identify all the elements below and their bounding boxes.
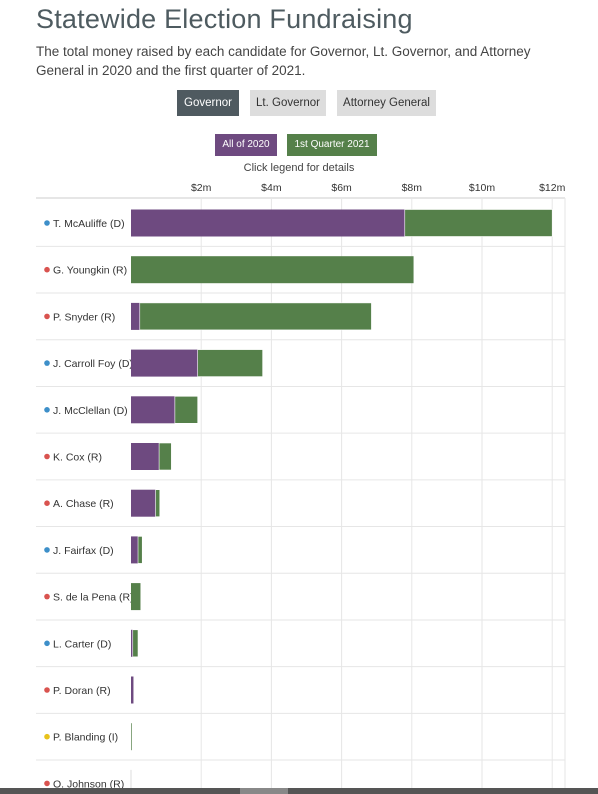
bar-2020 bbox=[131, 209, 405, 237]
party-dot bbox=[44, 733, 50, 740]
candidate-label: S. de la Pena (R) bbox=[53, 592, 134, 604]
legend-hint: Click legend for details bbox=[243, 162, 355, 174]
bar-2020 bbox=[131, 629, 133, 657]
party-dot bbox=[44, 780, 50, 787]
party-dot bbox=[44, 453, 50, 460]
bar-2020 bbox=[131, 443, 160, 470]
x-tick-label: $2m bbox=[191, 182, 212, 194]
legend-q1-2021[interactable]: 1st Quarter 2021 bbox=[287, 134, 377, 156]
party-dot bbox=[44, 220, 50, 226]
party-dot bbox=[44, 687, 50, 693]
candidate-label: T. McAuliffe (D) bbox=[53, 218, 125, 230]
candidate-label: K. Cox (R) bbox=[53, 452, 102, 464]
bar-q1-2021 bbox=[131, 723, 132, 751]
scrollbar-thumb[interactable] bbox=[240, 788, 288, 794]
bar-q1-2021 bbox=[155, 489, 161, 518]
party-dot bbox=[44, 593, 50, 600]
bar-2020 bbox=[131, 676, 134, 704]
horizontal-scrollbar[interactable] bbox=[0, 788, 598, 794]
x-tick-label: $8m bbox=[402, 182, 423, 194]
candidate-label: P. Doran (R) bbox=[53, 685, 111, 697]
tab-lt-governor[interactable]: Lt. Governor bbox=[250, 90, 326, 116]
candidate-label: G. Youngkin (R) bbox=[53, 265, 127, 277]
bar-q1-2021 bbox=[131, 583, 141, 611]
party-dot bbox=[44, 360, 50, 366]
party-dot bbox=[44, 266, 50, 273]
candidate-label: A. Chase (R) bbox=[53, 498, 114, 510]
party-dot bbox=[44, 500, 50, 507]
bar-2020 bbox=[131, 536, 139, 564]
bar-q1-2021 bbox=[404, 209, 553, 237]
race-tabs: Governor Lt. Governor Attorney General bbox=[0, 90, 598, 116]
candidate-label: J. Fairfax (D) bbox=[53, 545, 114, 557]
party-dot bbox=[44, 547, 50, 553]
x-tick-label: $4m bbox=[261, 182, 282, 194]
candidate-label: P. Snyder (R) bbox=[53, 311, 115, 323]
x-tick-label: $12m bbox=[539, 182, 566, 194]
x-tick-label: $6m bbox=[331, 182, 352, 194]
candidate-label: J. Carroll Foy (D) bbox=[53, 358, 133, 370]
candidate-label: P. Blanding (I) bbox=[53, 732, 118, 744]
bar-q1-2021 bbox=[137, 536, 143, 564]
party-dot bbox=[44, 640, 50, 647]
bar-q1-2021 bbox=[197, 349, 263, 377]
bar-2020 bbox=[131, 489, 156, 517]
bar-q1-2021 bbox=[139, 302, 372, 331]
candidate-label: O. Johnson (R) bbox=[53, 778, 124, 788]
candidate-label: L. Carter (D) bbox=[53, 638, 111, 650]
bar-q1-2021 bbox=[131, 256, 414, 284]
legend-all-2020[interactable]: All of 2020 bbox=[215, 134, 277, 156]
party-dot bbox=[44, 313, 50, 320]
x-tick-label: $10m bbox=[469, 182, 496, 194]
bar-2020 bbox=[131, 396, 175, 424]
fundraising-chart: $2m $4m $6m $8m $10m $12m T. McAuliffe (D) G. Y… bbox=[36, 182, 566, 788]
page-title: Statewide Election Fundraising bbox=[36, 4, 413, 34]
party-dot bbox=[44, 407, 50, 413]
bar-2020 bbox=[131, 349, 198, 377]
tab-governor[interactable]: Governor bbox=[177, 90, 239, 116]
candidate-label: J. McClellan (D) bbox=[53, 405, 128, 417]
bar-q1-2021 bbox=[174, 396, 198, 424]
bar-2020 bbox=[131, 302, 140, 330]
tab-attorney-general[interactable]: Attorney General bbox=[337, 90, 436, 116]
page-subtitle: The total money raised by each candidate… bbox=[36, 44, 531, 78]
bar-q1-2021 bbox=[158, 442, 172, 471]
bar-q1-2021 bbox=[132, 629, 139, 658]
